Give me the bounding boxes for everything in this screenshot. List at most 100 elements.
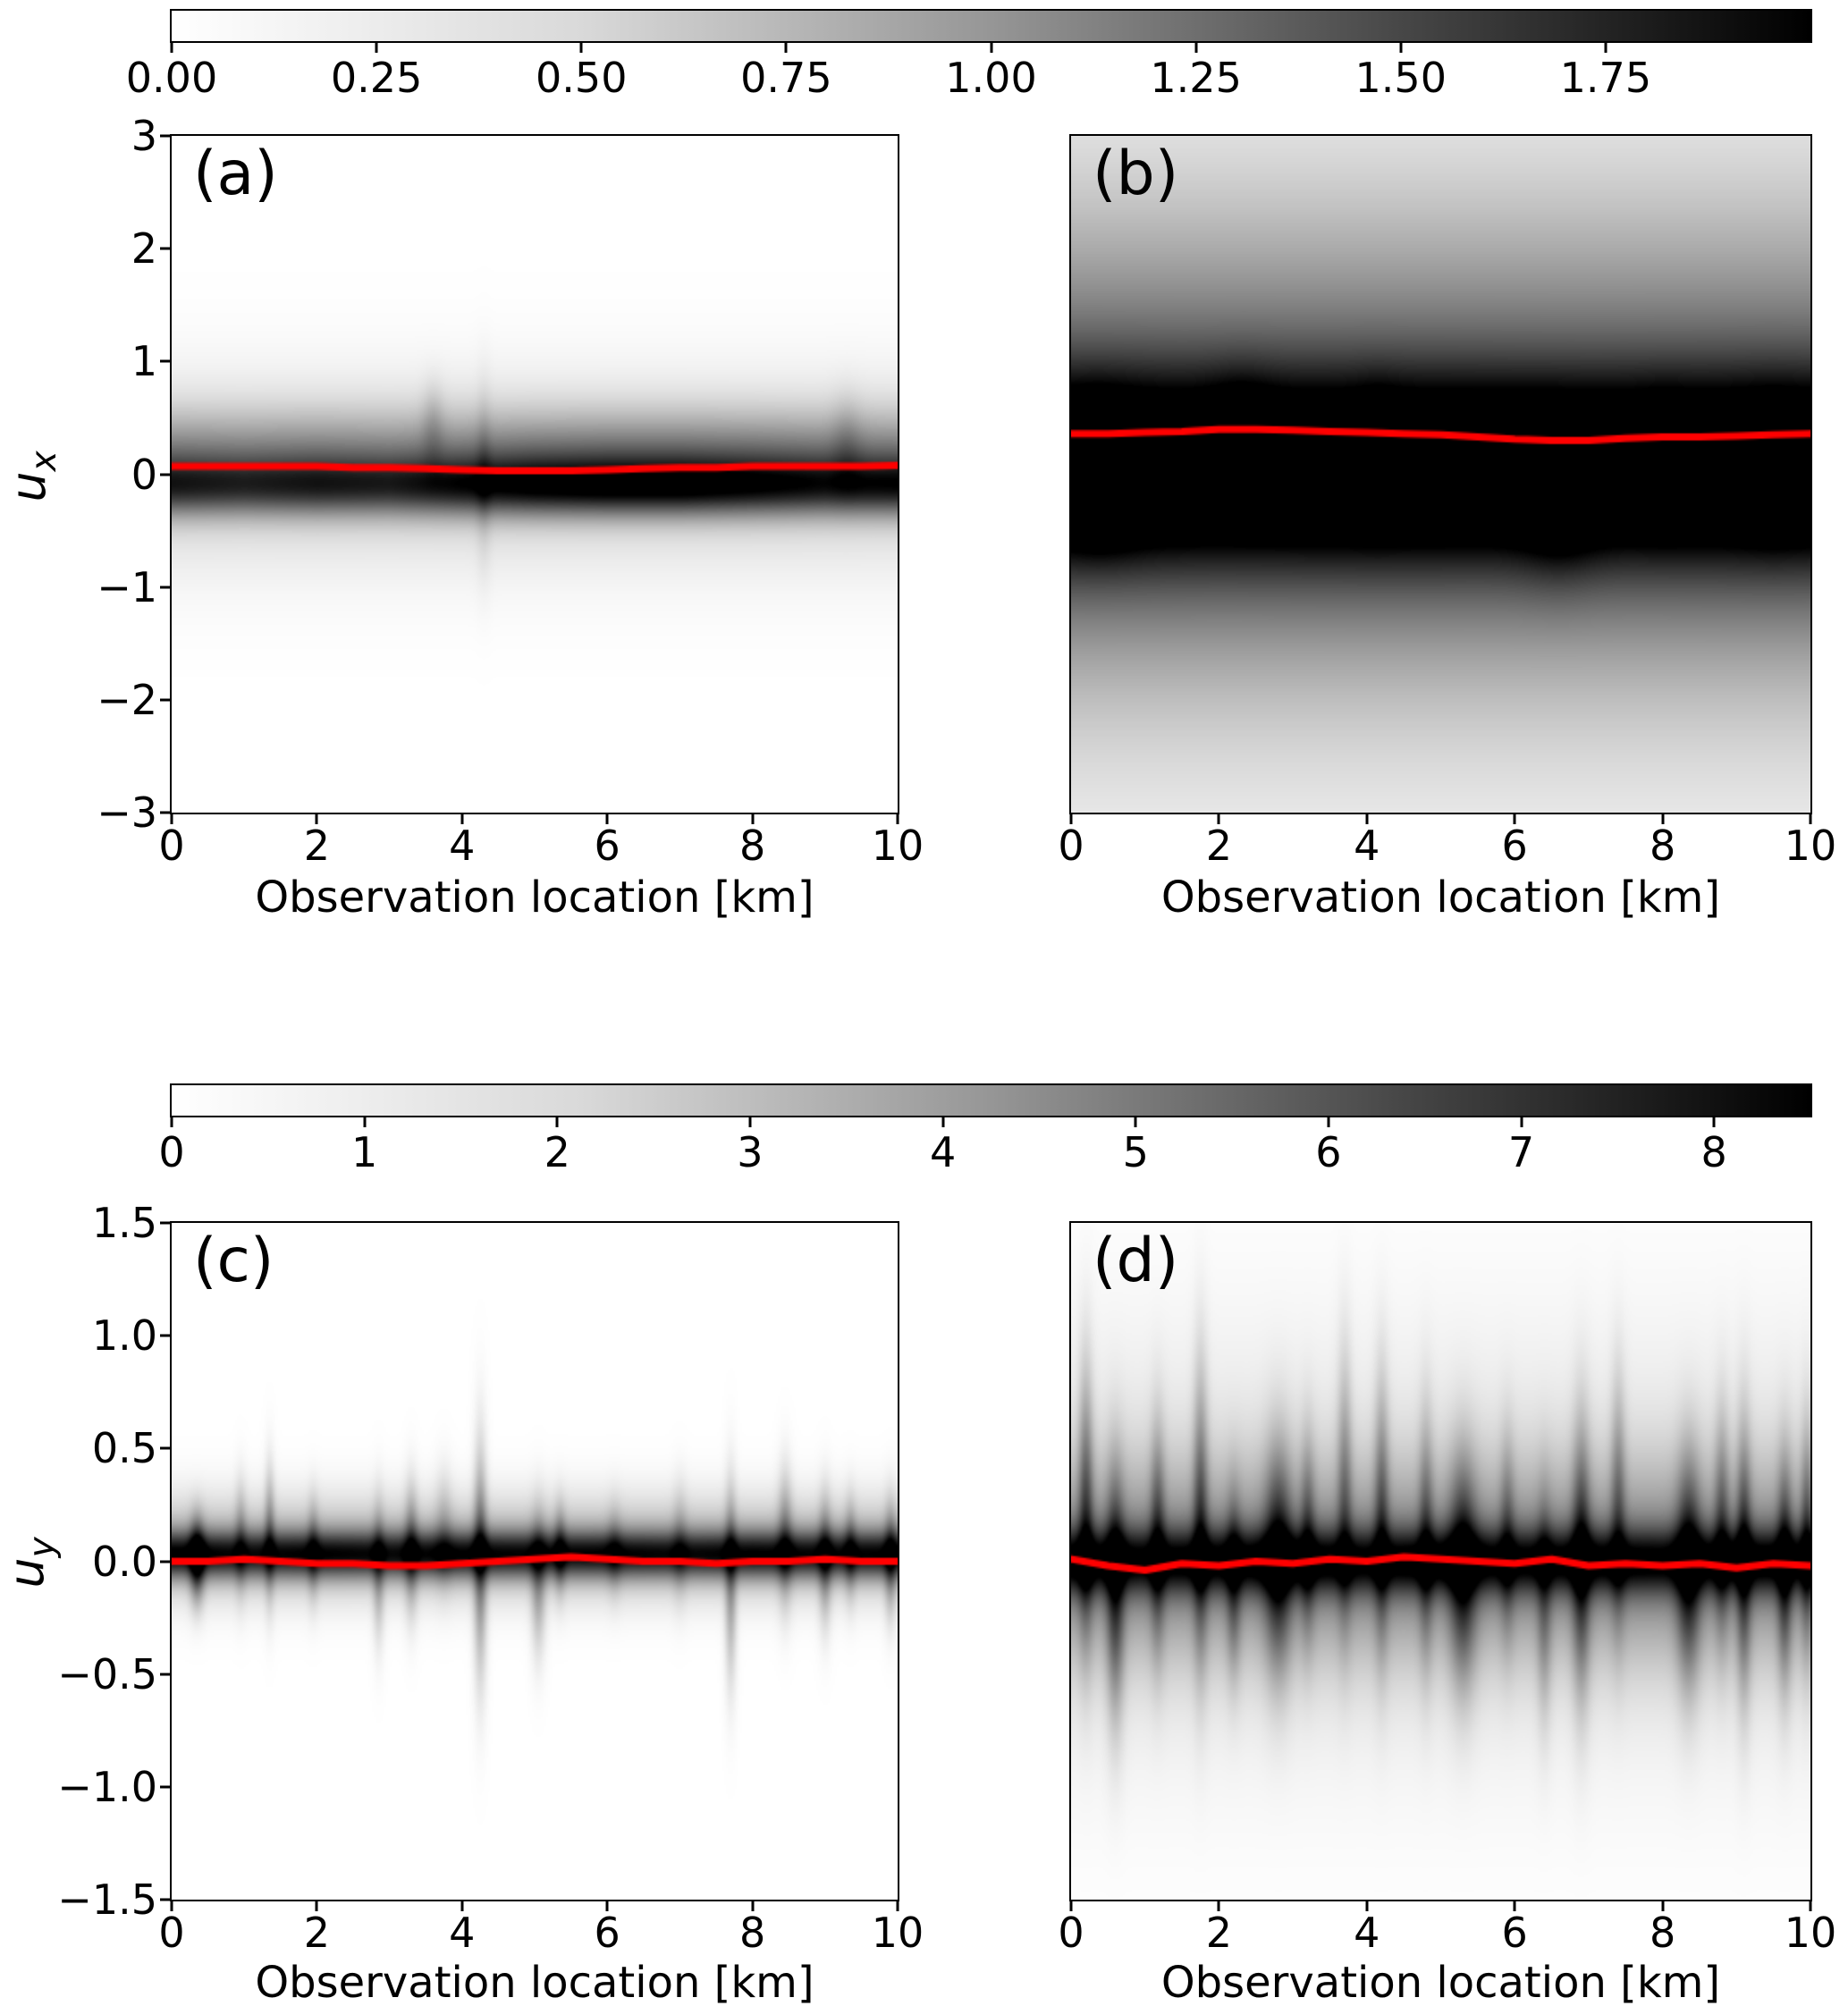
panel-d: (d) 0 2 4 6 8 10 [1058, 1221, 1836, 1953]
y-tick-label: 0.0 [91, 1537, 157, 1586]
x-tick-label: 8 [1649, 1909, 1676, 1957]
x-tick-mark [460, 813, 464, 824]
colorbar-tick-label: 3 [737, 1128, 764, 1176]
x-tick-mark [751, 813, 755, 824]
colorbar-tick-label: 1.25 [1150, 54, 1242, 102]
x-tick-label: 6 [594, 1909, 620, 1957]
y-tick-mark [160, 698, 172, 702]
colorbar-tick-label: 6 [1315, 1128, 1342, 1176]
y-axis-label-sub: y [21, 1537, 63, 1558]
x-tick-mark [1217, 1900, 1220, 1911]
x-tick-mark [170, 1900, 173, 1911]
x-tick-mark [315, 1900, 318, 1911]
panel-letter: (a) [193, 139, 278, 209]
x-tick-mark [1661, 1900, 1665, 1911]
x-tick-mark [1513, 1900, 1516, 1911]
y-tick-mark [160, 811, 172, 814]
x-tick-mark [315, 813, 318, 824]
colorbar-tick-label: 0.75 [740, 54, 832, 102]
colorbar-tick-label: 0.00 [125, 54, 218, 102]
x-tick-mark [1069, 1900, 1073, 1911]
y-tick-mark [160, 1446, 172, 1450]
y-tick-label: −2 [97, 675, 157, 724]
panel-letter: (d) [1093, 1226, 1179, 1296]
colorbar-tick-label: 1.50 [1354, 54, 1447, 102]
colorbar-bottom: 0 1 2 3 4 5 6 7 8 [158, 1083, 1812, 1173]
y-axis-label: uy [0, 1473, 63, 1652]
x-tick-label: 0 [158, 1909, 185, 1957]
x-tick-label: 4 [449, 1909, 476, 1957]
y-tick-label: 0.5 [91, 1424, 157, 1473]
x-tick-mark [1809, 1900, 1812, 1911]
x-tick-mark [1513, 813, 1516, 824]
y-axis-label-base: u [0, 1557, 55, 1589]
y-tick-mark [160, 134, 172, 138]
y-tick-mark [160, 1673, 172, 1676]
x-tick-label: 0 [1058, 822, 1084, 870]
x-tick-label: 10 [1784, 822, 1837, 870]
x-tick-mark [170, 813, 173, 824]
x-tick-mark [896, 1900, 899, 1911]
y-tick-mark [160, 359, 172, 363]
y-tick-mark [160, 1221, 172, 1225]
x-tick-mark [605, 1900, 609, 1911]
colorbar-tick-mark [1520, 1116, 1523, 1127]
colorbar-tick-mark [1134, 1116, 1137, 1127]
colorbar-tick-mark [1399, 41, 1403, 53]
heatmap-canvas-a [172, 136, 898, 813]
y-tick-label: 1.5 [91, 1199, 157, 1247]
heatmap-canvas-d [1071, 1223, 1810, 1900]
y-tick-label: 3 [131, 112, 157, 160]
x-tick-mark [460, 1900, 464, 1911]
y-tick-mark [160, 586, 172, 589]
y-tick-label: −0.5 [57, 1649, 157, 1698]
x-tick-mark [1661, 813, 1665, 824]
colorbar-tick-label: 1 [351, 1128, 378, 1176]
panel-c: (c) 0 2 4 6 8 10 1.5 1.0 0.5 0.0 −0.5 −1.0 −1.5 [57, 1202, 924, 1953]
colorbar-tick-mark [579, 41, 583, 53]
x-tick-label: 10 [871, 1909, 924, 1957]
colorbar-tick-mark [555, 1116, 559, 1127]
x-tick-label: 2 [1205, 822, 1233, 870]
colorbar-tick-mark [170, 1116, 173, 1127]
x-axis-label: Observation location [km] [1160, 872, 1721, 923]
x-tick-mark [1809, 813, 1812, 824]
colorbar-tick-label: 7 [1507, 1128, 1535, 1176]
y-tick-label: −1.0 [57, 1762, 157, 1811]
colorbar-tick-mark [941, 1116, 945, 1127]
colorbar-tick-mark [990, 41, 992, 53]
colorbar-tick-mark [784, 41, 788, 53]
x-tick-label: 6 [1501, 822, 1528, 870]
panel-b: (b) 0 2 4 6 8 10 [1058, 134, 1836, 866]
x-tick-label: 8 [738, 1909, 766, 1957]
colorbar-tick-label: 4 [929, 1128, 957, 1176]
y-tick-mark [160, 247, 172, 250]
colorbar-tick-mark [363, 1116, 367, 1127]
x-tick-mark [896, 813, 899, 824]
y-axis-label-sub: x [23, 451, 64, 472]
x-tick-label: 8 [1649, 822, 1676, 870]
colorbar-tick-mark [1604, 41, 1608, 53]
colorbar-tick-mark [170, 41, 173, 53]
y-tick-label: −3 [97, 788, 157, 837]
x-tick-mark [1365, 813, 1369, 824]
x-tick-label: 4 [1354, 1909, 1380, 1957]
colorbar-tick-mark [748, 1116, 752, 1127]
x-tick-mark [1365, 1900, 1369, 1911]
y-tick-label: 2 [131, 224, 157, 274]
panel-a: (a) 0 2 4 6 8 10 3 2 1 0 −1 −2 −3 [97, 115, 924, 866]
x-tick-label: 6 [594, 822, 620, 870]
y-tick-label: 1.0 [91, 1311, 157, 1361]
y-tick-mark [160, 1560, 172, 1563]
colorbar-tick-label: 8 [1700, 1128, 1727, 1176]
colorbar-bottom-gradient [172, 1085, 1810, 1116]
x-tick-label: 10 [871, 822, 924, 870]
x-tick-mark [605, 813, 609, 824]
x-tick-label: 0 [158, 822, 185, 870]
x-tick-mark [1069, 813, 1073, 824]
x-tick-label: 8 [738, 822, 766, 870]
x-tick-mark [751, 1900, 755, 1911]
panel-letter: (b) [1093, 139, 1179, 209]
x-tick-label: 4 [449, 822, 476, 870]
